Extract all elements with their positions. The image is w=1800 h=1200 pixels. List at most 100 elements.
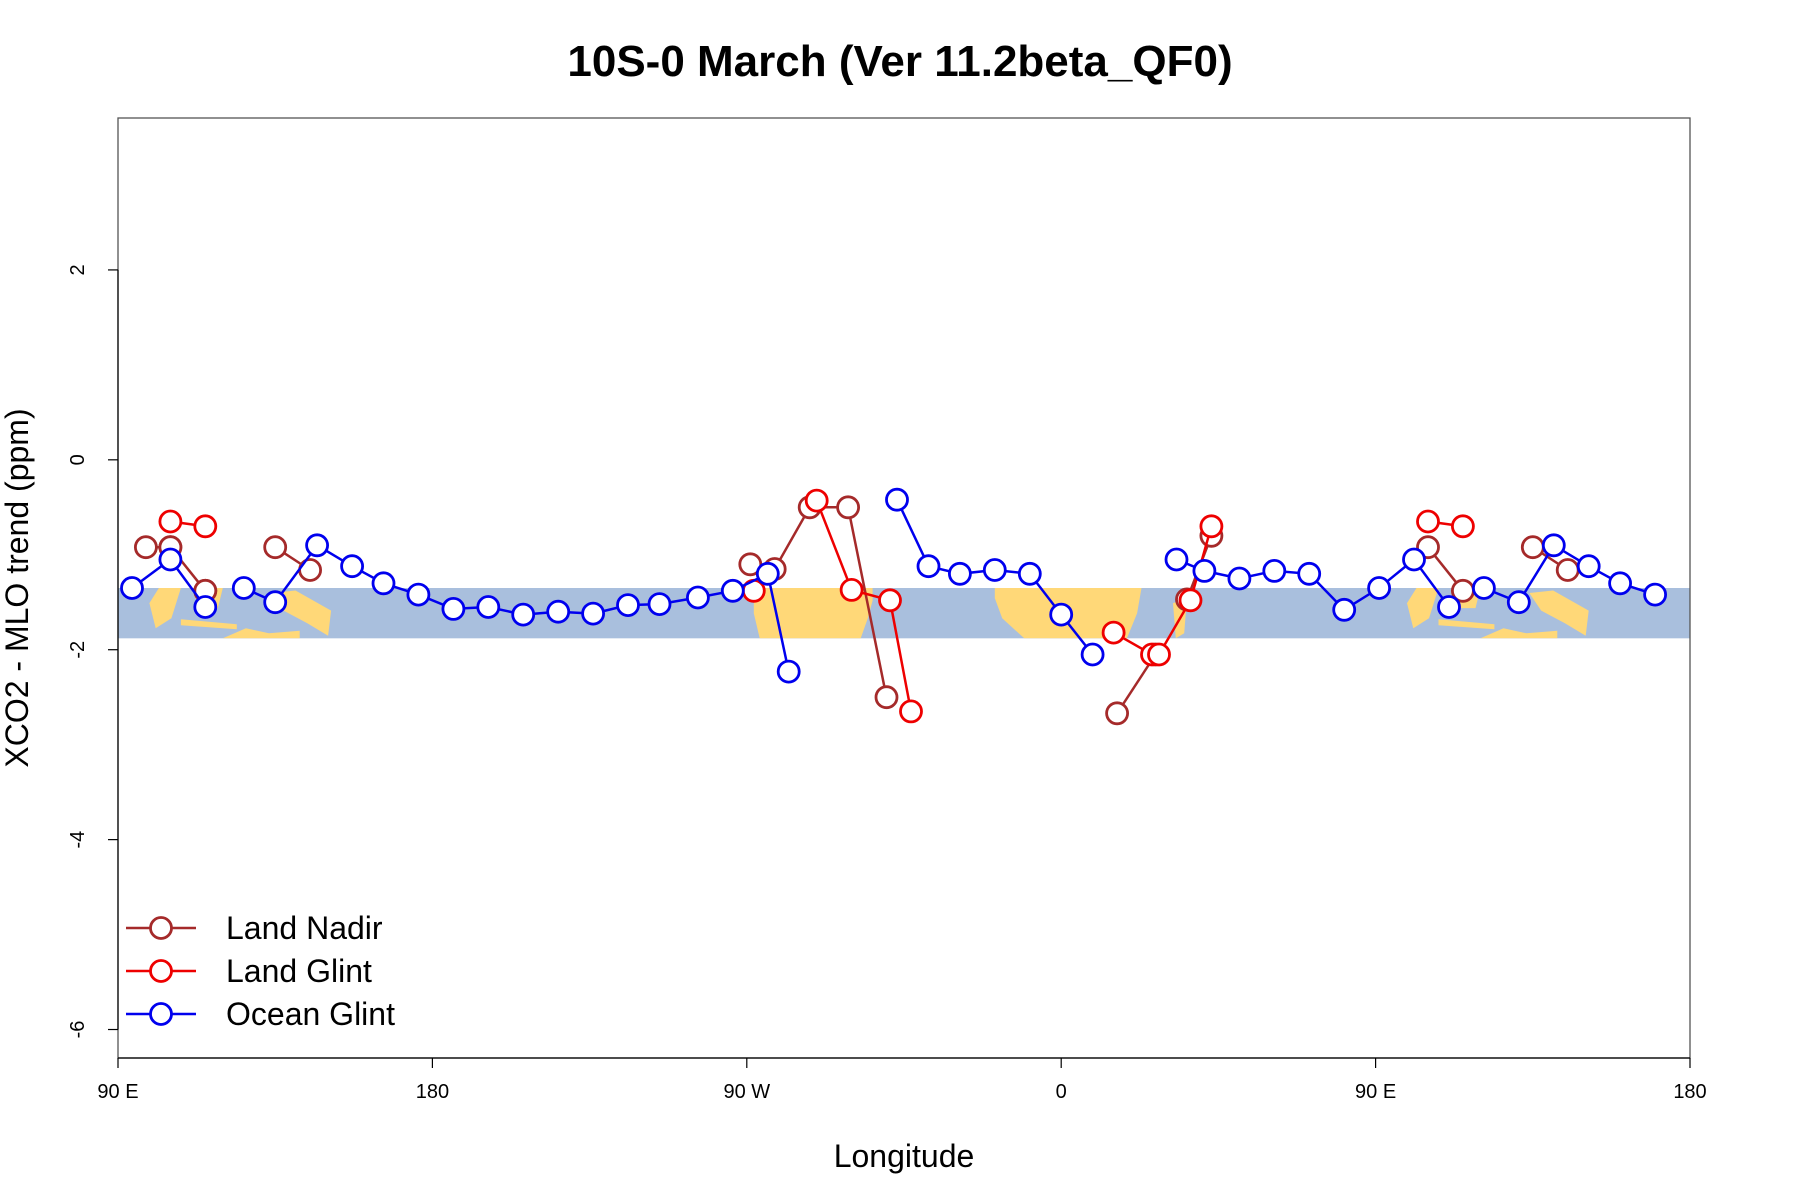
x-axis-label: Longitude [834, 1138, 975, 1174]
data-point [899, 699, 923, 724]
data-point [1472, 576, 1496, 600]
data-point [1416, 509, 1440, 534]
series-layer [120, 487, 1667, 726]
y-tick-label: -4 [67, 831, 89, 849]
legend-item: Land Glint [126, 953, 372, 989]
x-tick-label: 90 W [723, 1081, 770, 1103]
data-point [874, 685, 899, 710]
data-point [1576, 554, 1601, 579]
legend-item: Ocean Glint [126, 996, 395, 1032]
legend: Land Nadir Land Glint Ocean Glint [126, 910, 395, 1032]
data-point [1262, 559, 1287, 583]
data-point [1608, 571, 1632, 596]
data-point [1297, 561, 1322, 586]
data-point [1049, 602, 1074, 627]
series-ocean-glint [120, 487, 1667, 684]
data-point [476, 595, 501, 619]
data-point [1178, 588, 1203, 613]
land-patch [180, 619, 237, 630]
y-tick-label: -6 [67, 1021, 89, 1039]
y-tick-label: -2 [67, 641, 89, 659]
data-point [839, 578, 864, 602]
data-point [720, 578, 745, 603]
data-point [1199, 514, 1224, 539]
data-point [298, 558, 323, 582]
data-point [1017, 561, 1042, 586]
data-point [1101, 620, 1126, 645]
data-point [263, 590, 288, 615]
legend-label: Ocean Glint [226, 996, 395, 1032]
data-point [776, 659, 801, 684]
land-patch [1438, 619, 1495, 630]
series-land-glint [158, 488, 1475, 724]
data-point [581, 601, 605, 626]
data-point [1332, 597, 1357, 622]
y-tick-label: 2 [67, 264, 89, 275]
data-point [647, 592, 672, 616]
x-tick-label: 180 [416, 1081, 449, 1103]
data-point [1555, 558, 1580, 582]
legend-label: Land Nadir [226, 910, 383, 946]
y-axis-label: XCO2 - MLO trend (ppm) [0, 408, 35, 767]
data-point [836, 495, 860, 520]
data-point [1164, 547, 1189, 572]
y-tick-label: 0 [67, 454, 89, 465]
legend-label: Land Glint [226, 953, 372, 989]
x-tick-label: 90 E [1355, 1081, 1396, 1103]
land-patch [222, 628, 300, 639]
data-point [406, 582, 431, 607]
land-patch [1480, 628, 1558, 639]
land-patch [753, 588, 873, 639]
data-point [1506, 590, 1531, 615]
land-patch [1529, 590, 1589, 636]
data-point [1080, 642, 1105, 667]
data-point [193, 514, 218, 539]
data-point [441, 597, 466, 621]
data-point [511, 602, 536, 627]
data-point [158, 509, 183, 534]
data-point [686, 585, 710, 610]
data-point [948, 561, 972, 586]
data-point [371, 571, 396, 596]
data-point [263, 535, 288, 560]
data-point [340, 554, 365, 579]
data-point [231, 576, 256, 600]
legend-marker [149, 1002, 173, 1026]
data-point [1451, 514, 1475, 539]
data-point [193, 595, 218, 619]
data-point [616, 593, 640, 617]
legend-marker [149, 959, 173, 983]
data-point [1643, 582, 1667, 607]
data-point [1367, 576, 1391, 600]
data-point [916, 554, 941, 579]
data-point [120, 576, 144, 600]
data-point [755, 561, 780, 586]
data-point [1402, 547, 1426, 572]
y-axis: 2 0 -2 -4 -6 [67, 264, 119, 1039]
legend-item: Land Nadir [126, 910, 383, 946]
data-point [133, 535, 158, 560]
chart-title: 10S-0 March (Ver 11.2beta_QF0) [567, 37, 1232, 86]
background-band [118, 588, 1690, 639]
x-axis: 90 E 180 90 W 0 90 E 180 [97, 1057, 1707, 1103]
land-patch [149, 588, 181, 629]
data-point [878, 588, 902, 613]
data-point [804, 488, 829, 513]
data-point [158, 547, 183, 572]
data-point [1541, 533, 1566, 558]
data-point [885, 487, 909, 512]
data-point [546, 599, 571, 624]
data-point [982, 558, 1007, 582]
data-point [1105, 701, 1129, 726]
data-point [305, 533, 330, 558]
x-tick-label: 90 E [97, 1081, 138, 1103]
data-point [1147, 642, 1171, 667]
data-point [1227, 566, 1252, 591]
data-point [1437, 595, 1461, 619]
legend-marker [149, 916, 173, 940]
x-tick-label: 0 [1056, 1081, 1067, 1103]
series-line [815, 500, 913, 712]
data-point [1520, 535, 1545, 560]
land-patch [1407, 588, 1439, 629]
